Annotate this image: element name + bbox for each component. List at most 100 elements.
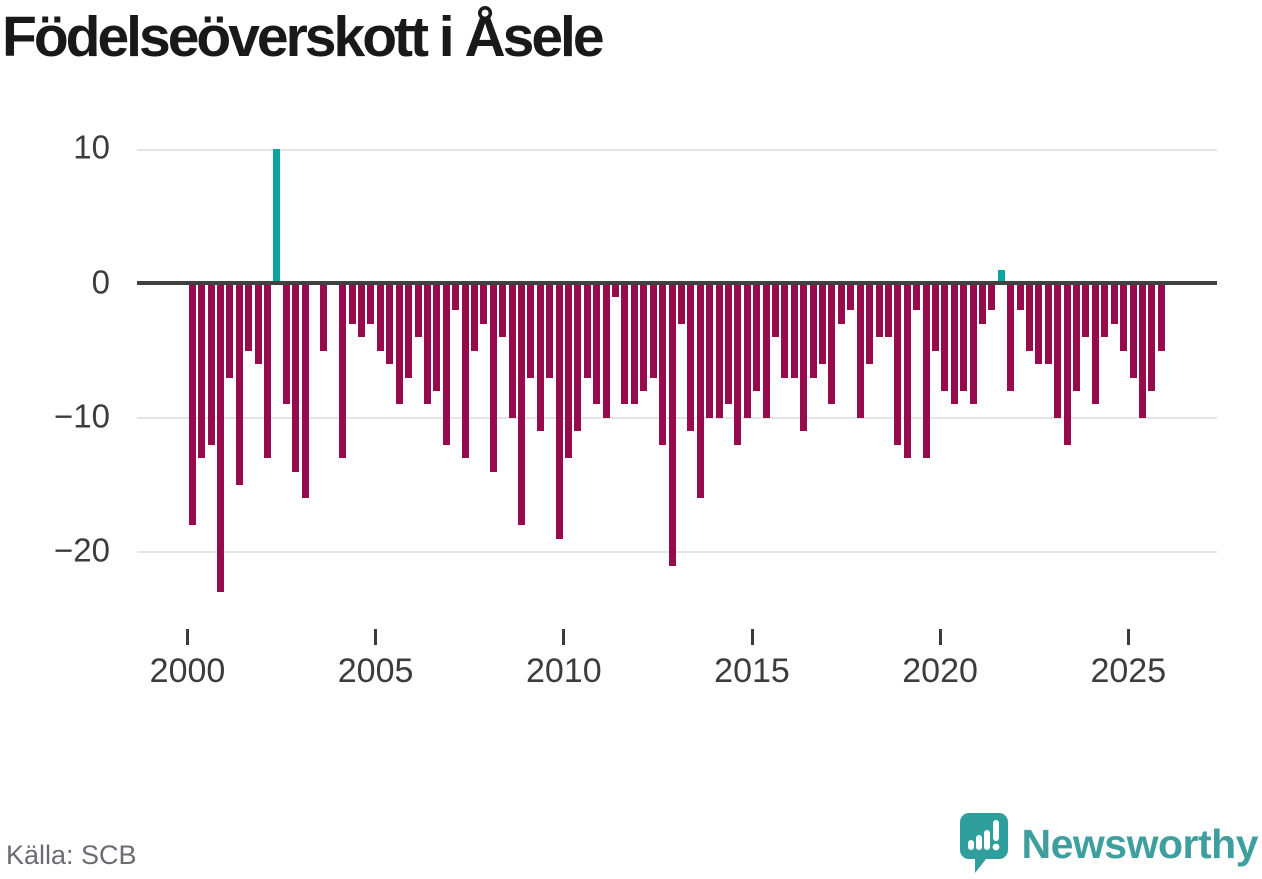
y-axis-tick-label: 0 — [91, 262, 110, 300]
bar-2010-q4 — [593, 283, 601, 405]
bar-2012-q4 — [668, 283, 676, 566]
gridline-minus10 — [137, 417, 1217, 419]
bar-2017-q2 — [837, 283, 845, 324]
bar-2019-q4 — [931, 283, 939, 351]
bar-2025-q4 — [1157, 283, 1165, 351]
x-axis-tick — [562, 629, 566, 645]
brand-footer: Newsworthy — [959, 812, 1259, 875]
bar-2019-q3 — [922, 283, 930, 459]
brand-name: Newsworthy — [1021, 820, 1259, 867]
bar-2014-q2 — [724, 283, 732, 405]
bar-2010-q2 — [574, 283, 582, 432]
bar-2024-q3 — [1110, 283, 1118, 324]
bar-2018-q4 — [894, 283, 902, 445]
bar-2021-q1 — [978, 283, 986, 324]
bar-2017-q3 — [847, 283, 855, 311]
bar-2005-q1 — [376, 283, 384, 351]
bar-2021-q2 — [988, 283, 996, 311]
x-axis-tick-label: 2015 — [714, 652, 790, 690]
bar-2017-q4 — [856, 283, 864, 418]
x-axis-tick-label: 2000 — [149, 652, 226, 690]
x-axis-tick-label: 2005 — [337, 652, 414, 690]
bar-2021-q4 — [1007, 283, 1015, 391]
bar-2024-q4 — [1120, 283, 1127, 351]
bar-2004-q4 — [367, 283, 375, 324]
bar-2020-q4 — [969, 283, 977, 405]
bar-2013-q2 — [687, 283, 695, 432]
bar-2003-q3 — [320, 283, 328, 351]
bar-2025-q3 — [1148, 283, 1156, 391]
x-axis-tick-label: 2025 — [1090, 652, 1167, 690]
y-axis-tick-label: 10 — [73, 128, 110, 166]
bar-2020-q3 — [960, 283, 968, 391]
bar-2011-q3 — [621, 283, 629, 405]
bar-2018-q1 — [866, 283, 873, 365]
bar-2002-q2 — [273, 149, 281, 284]
x-axis-tick — [374, 629, 378, 645]
bar-2013-q1 — [677, 283, 685, 324]
bar-2023-q4 — [1082, 283, 1090, 338]
bar-2001-q2 — [235, 283, 243, 485]
bar-2016-q2 — [800, 283, 808, 432]
bar-2008-q1 — [489, 283, 497, 472]
y-axis-tick-label: −20 — [54, 531, 110, 569]
bar-2002-q3 — [282, 283, 290, 405]
bar-2014-q3 — [734, 283, 742, 445]
bar-2005-q3 — [395, 283, 403, 405]
bar-2006-q2 — [423, 283, 431, 405]
bar-2011-q2 — [612, 283, 619, 297]
bar-2004-q1 — [339, 283, 347, 459]
bar-2013-q4 — [706, 283, 714, 418]
bar-2005-q2 — [386, 283, 394, 365]
gridline-plus10 — [137, 149, 1217, 151]
bar-2014-q4 — [743, 283, 751, 418]
bar-2008-q3 — [508, 283, 516, 418]
bar-2013-q3 — [696, 283, 704, 499]
bar-2000-q1 — [188, 283, 196, 526]
x-axis-tick-label: 2010 — [525, 652, 602, 690]
bar-2009-q2 — [536, 283, 544, 432]
bar-2022-q4 — [1044, 283, 1052, 365]
bar-2023-q3 — [1073, 283, 1080, 391]
bar-2012-q3 — [659, 283, 667, 445]
bar-2015-q4 — [781, 283, 789, 378]
bar-2006-q1 — [414, 283, 422, 338]
bar-2023-q1 — [1054, 283, 1062, 418]
bar-2001-q1 — [226, 283, 234, 378]
gridline-minus20 — [137, 551, 1217, 553]
bar-2010-q1 — [565, 283, 572, 459]
bar-2001-q4 — [254, 283, 262, 365]
bar-2019-q1 — [903, 283, 911, 459]
bar-2007-q1 — [452, 283, 460, 311]
bar-2003-q1 — [301, 283, 309, 499]
y-axis-tick-label: −10 — [54, 397, 110, 435]
bar-2011-q1 — [602, 283, 610, 418]
bar-2021-q3 — [997, 270, 1005, 284]
bar-2018-q2 — [875, 283, 883, 338]
bar-2015-q3 — [772, 283, 779, 338]
bar-2016-q1 — [790, 283, 798, 378]
bar-2004-q3 — [358, 283, 365, 338]
newsworthy-logo-icon — [959, 813, 1008, 873]
bar-2002-q1 — [264, 283, 271, 459]
x-axis-tick — [938, 629, 942, 645]
bar-2000-q3 — [207, 283, 215, 445]
x-axis-tick — [186, 629, 189, 645]
x-axis-tick — [1126, 629, 1130, 645]
bar-2007-q3 — [470, 283, 478, 351]
bar-2005-q4 — [405, 283, 413, 378]
bar-2000-q4 — [216, 283, 224, 593]
bar-2012-q2 — [649, 283, 657, 378]
bar-2017-q1 — [828, 283, 836, 405]
bar-2008-q4 — [518, 283, 525, 526]
x-axis-tick — [750, 629, 754, 645]
bar-2007-q4 — [480, 283, 488, 324]
bar-2020-q1 — [941, 283, 949, 391]
bar-2012-q1 — [640, 283, 648, 391]
bar-2019-q2 — [913, 283, 921, 311]
bar-2018-q3 — [884, 283, 892, 338]
bar-2016-q3 — [809, 283, 817, 378]
bar-2007-q2 — [461, 283, 469, 459]
bar-2004-q2 — [348, 283, 356, 324]
